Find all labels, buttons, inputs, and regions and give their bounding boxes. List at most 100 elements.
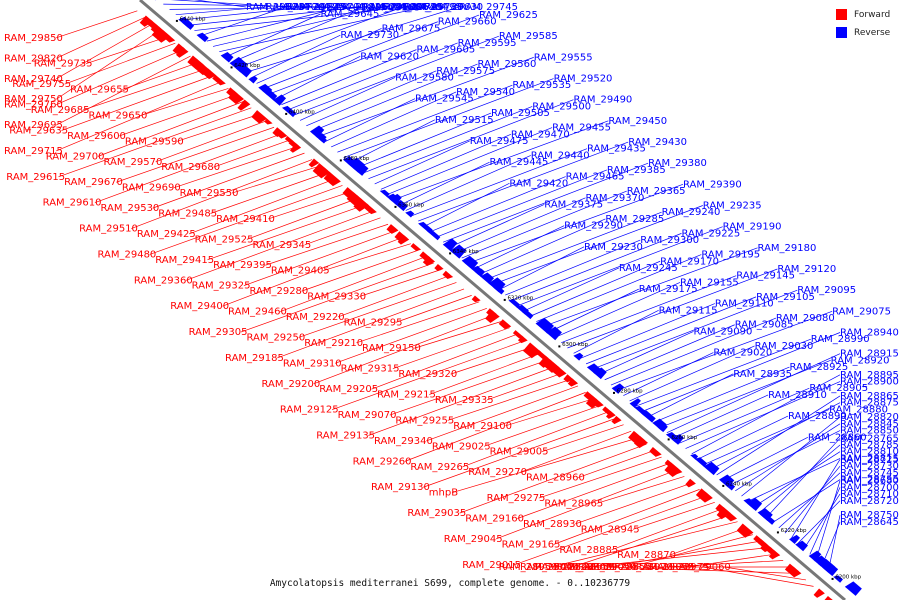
forward-gene-label[interactable]: RAM_29335 [435, 395, 494, 406]
reverse-gene-label[interactable]: RAM_29285 [605, 214, 664, 225]
forward-gene-label[interactable]: RAM_29305 [189, 327, 248, 338]
reverse-gene-label[interactable]: RAM_29225 [681, 228, 740, 239]
forward-gene-label[interactable]: RAM_29405 [271, 266, 330, 277]
reverse-gene-label[interactable]: RAM_29665 [342, 2, 401, 13]
reverse-gene-label[interactable]: RAM_29175 [639, 284, 698, 295]
reverse-gene-label[interactable]: RAM_29545 [415, 94, 474, 105]
forward-gene-label[interactable]: RAM_29270 [468, 467, 527, 478]
forward-gene-label[interactable]: RAM_29265 [410, 462, 469, 473]
reverse-gene-label[interactable]: RAM_29845 [287, 2, 346, 13]
reverse-gene-label[interactable]: RAM_29790 [307, 2, 366, 13]
reverse-gene-label[interactable]: RAM_29445 [490, 157, 549, 168]
reverse-gene-label[interactable]: RAM_29190 [723, 222, 782, 233]
forward-gene-label[interactable]: RAM_28965 [544, 498, 603, 509]
reverse-gene-label[interactable]: RAM_28850 [840, 426, 899, 437]
reverse-gene-label[interactable]: RAM_29675 [382, 23, 441, 34]
forward-gene-label[interactable]: RAM_29735 [34, 59, 93, 70]
reverse-gene-label[interactable]: RAM_29595 [458, 38, 517, 49]
forward-gene-label[interactable]: RAM_29530 [100, 203, 159, 214]
reverse-gene-label[interactable]: RAM_29465 [566, 172, 625, 183]
reverse-gene-label[interactable]: RAM_29180 [758, 243, 817, 254]
reverse-gene-label[interactable]: RAM_29495 [403, 2, 462, 13]
reverse-gene-label[interactable]: RAM_29660 [438, 17, 497, 28]
reverse-gene-label[interactable]: RAM_28940 [840, 327, 899, 338]
reverse-gene-label[interactable]: RAM_28815 [840, 453, 899, 464]
forward-gene-label[interactable]: RAM_29700 [46, 151, 105, 162]
forward-gene-label[interactable]: RAM_29615 [6, 172, 65, 183]
forward-gene-label[interactable]: RAM_29250 [246, 332, 305, 343]
reverse-gene-label[interactable]: RAM_29505 [491, 108, 550, 119]
reverse-gene-label[interactable]: RAM_29450 [608, 116, 667, 127]
forward-gene-label[interactable]: RAM_29600 [67, 131, 126, 142]
forward-gene-label[interactable]: RAM_29165 [502, 539, 561, 550]
forward-gene-label[interactable]: RAM_29340 [374, 436, 433, 447]
reverse-gene-label[interactable]: RAM_29470 [511, 129, 570, 140]
forward-gene-label[interactable]: RAM_28855 [593, 562, 652, 573]
forward-gene-label[interactable]: RAM_29330 [307, 292, 366, 303]
reverse-gene-label[interactable]: RAM_29245 [619, 263, 678, 274]
reverse-gene-label[interactable]: RAM_29385 [607, 165, 666, 176]
forward-gene-label[interactable]: RAM_29215 [377, 390, 436, 401]
reverse-gene-label[interactable]: RAM_28920 [831, 355, 890, 366]
reverse-gene-label[interactable]: RAM_29565 [362, 2, 421, 13]
reverse-gene-label[interactable]: RAM_29605 [416, 45, 475, 56]
forward-gene-label[interactable]: RAM_29425 [137, 229, 196, 240]
reverse-gene-label[interactable]: RAM_29110 [715, 299, 774, 310]
reverse-gene-label[interactable]: RAM_28755 [840, 475, 899, 486]
reverse-gene-label[interactable]: RAM_28750 [840, 510, 899, 521]
forward-gene-label[interactable]: RAM_29025 [432, 441, 491, 452]
forward-gene-label[interactable]: RAM_29260 [353, 456, 412, 467]
forward-gene-label[interactable]: RAM_29850 [4, 33, 63, 44]
forward-gene-label[interactable]: RAM_29205 [319, 384, 378, 395]
reverse-gene-label[interactable]: RAM_29815 [328, 2, 387, 13]
reverse-gene-label[interactable]: RAM_28725 [840, 454, 899, 465]
forward-gene-label[interactable]: RAM_29570 [103, 157, 162, 168]
reverse-gene-label[interactable]: RAM_29575 [436, 66, 495, 77]
reverse-gene-label[interactable]: RAM_29375 [544, 199, 603, 210]
reverse-gene-label[interactable]: RAM_28710 [840, 489, 899, 500]
reverse-gene-label[interactable]: RAM_28720 [840, 496, 899, 507]
forward-gene-label[interactable]: RAM_29150 [362, 343, 421, 354]
reverse-gene-label[interactable]: RAM_28645 [840, 517, 899, 528]
reverse-gene-label[interactable]: RAM_29490 [573, 95, 632, 106]
reverse-gene-label[interactable]: RAM_29630 [424, 2, 483, 13]
reverse-gene-label[interactable]: RAM_29115 [659, 305, 718, 316]
forward-gene-label[interactable]: RAM_29460 [228, 307, 287, 318]
forward-gene-label[interactable]: RAM_29275 [487, 493, 546, 504]
reverse-gene-label[interactable]: RAM_28935 [733, 369, 792, 380]
reverse-gene-label[interactable]: RAM_28820 [840, 412, 899, 423]
forward-gene-label[interactable]: RAM_29740 [4, 74, 63, 85]
forward-gene-label[interactable]: RAM_29315 [341, 364, 400, 375]
reverse-gene-label[interactable]: RAM_29430 [628, 137, 687, 148]
forward-gene-label[interactable]: RAM_29400 [170, 301, 229, 312]
forward-gene-label[interactable]: RAM_29395 [213, 260, 272, 271]
forward-gene-label[interactable]: RAM_29295 [344, 317, 403, 328]
reverse-gene-label[interactable]: RAM_29520 [554, 74, 613, 85]
forward-gene-label[interactable]: RAM_29360 [134, 275, 193, 286]
forward-gene-label[interactable]: RAM_29755 [12, 79, 71, 90]
reverse-gene-label[interactable]: RAM_29500 [532, 101, 591, 112]
forward-gene-label[interactable]: RAM_29320 [398, 369, 457, 380]
reverse-gene-label[interactable]: RAM_29195 [701, 250, 760, 261]
forward-gene-label[interactable]: RAM_29685 [31, 105, 90, 116]
forward-gene-label[interactable]: RAM_29760 [4, 100, 63, 111]
reverse-gene-label[interactable]: RAM_29030 [755, 341, 814, 352]
forward-gene-label[interactable]: RAM_29635 [9, 126, 68, 137]
reverse-gene-label[interactable]: RAM_29235 [703, 201, 762, 212]
reverse-gene-label[interactable]: RAM_29780 [404, 2, 463, 13]
reverse-gene-label[interactable]: RAM_28810 [840, 447, 899, 458]
reverse-gene-label[interactable]: RAM_29105 [756, 292, 815, 303]
reverse-gene-label[interactable]: RAM_29515 [435, 115, 494, 126]
forward-gene-label[interactable]: RAM_29550 [180, 188, 239, 199]
forward-gene-label[interactable]: RAM_29325 [192, 281, 251, 292]
reverse-gene-label[interactable]: RAM_29730 [340, 30, 399, 41]
reverse-gene-label[interactable]: RAM_29080 [776, 313, 835, 324]
forward-gene-label[interactable]: RAM_29255 [395, 415, 454, 426]
forward-gene-label[interactable]: RAM_28945 [581, 524, 640, 535]
forward-gene-label[interactable]: RAM_29310 [283, 358, 342, 369]
reverse-gene-label[interactable]: RAM_28700 [840, 482, 899, 493]
reverse-gene-label[interactable]: RAM_29020 [713, 348, 772, 359]
forward-gene-label[interactable]: RAM_29060 [672, 562, 731, 573]
forward-gene-label[interactable]: RAM_29050 [578, 562, 637, 573]
reverse-gene-label[interactable]: RAM_29725 [286, 2, 345, 13]
